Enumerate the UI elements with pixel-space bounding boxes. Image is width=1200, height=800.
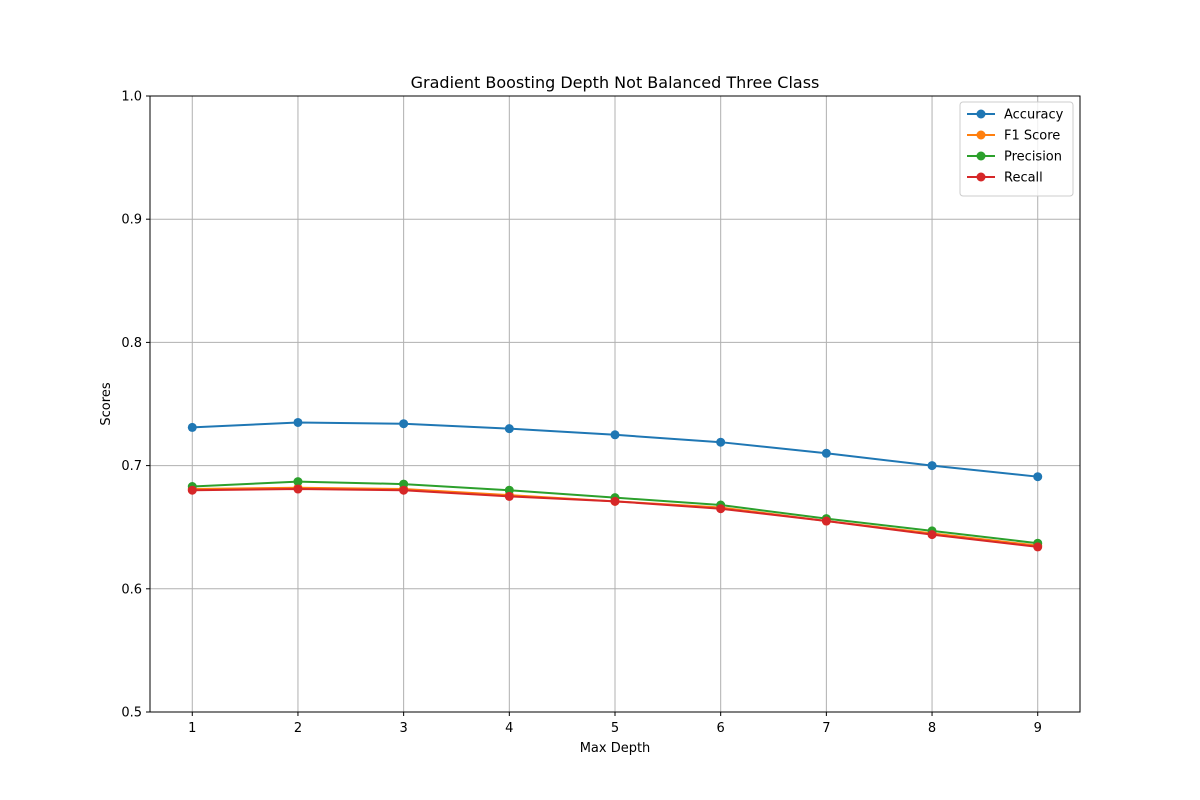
series-recall	[187, 484, 1043, 552]
y-axis: 0.5 0.6 0.7 0.8 0.9 1.0	[121, 90, 150, 721]
x-tick-label: 1	[188, 721, 196, 736]
accuracy-point	[1033, 472, 1043, 482]
x-tick-label: 2	[294, 721, 302, 736]
x-tick-label: 8	[928, 721, 936, 736]
x-tick-label: 5	[611, 721, 619, 736]
accuracy-point	[293, 417, 303, 427]
accuracy-point	[716, 437, 726, 447]
legend-label-accuracy: Accuracy	[1004, 108, 1064, 123]
legend-label-recall: Recall	[1004, 171, 1043, 186]
legend-marker-f1-score	[976, 130, 986, 140]
y-tick-label: 0.7	[121, 459, 142, 474]
accuracy-point	[821, 448, 831, 458]
precision-point	[293, 477, 303, 487]
accuracy-point	[504, 424, 514, 434]
precision-point	[399, 479, 409, 489]
series-accuracy	[187, 417, 1043, 482]
recall-point	[1033, 542, 1043, 552]
x-tick-label: 6	[717, 721, 725, 736]
y-tick-label: 0.8	[121, 336, 142, 351]
y-tick-label: 0.6	[121, 582, 142, 597]
recall-point	[293, 484, 303, 494]
recall-point	[610, 496, 620, 506]
chart-title: Gradient Boosting Depth Not Balanced Thr…	[411, 73, 820, 92]
legend-marker-recall	[976, 172, 986, 182]
y-tick-label: 0.9	[121, 213, 142, 228]
x-tick-label: 4	[505, 721, 513, 736]
legend-marker-precision	[976, 151, 986, 161]
recall-point	[821, 516, 831, 526]
recall-point	[504, 491, 514, 501]
legend-box	[959, 101, 1074, 197]
y-tick-label: 0.5	[121, 706, 142, 721]
legend-label-precision: Precision	[1004, 150, 1062, 165]
y-axis-label: Scores	[99, 382, 114, 425]
series-group	[187, 417, 1043, 552]
recall-point	[927, 530, 937, 540]
precision-point	[504, 485, 514, 495]
x-tick-label: 3	[399, 721, 407, 736]
legend: Accuracy F1 Score Precision Recall	[959, 101, 1074, 197]
recall-point	[187, 485, 197, 495]
x-axis: 1 2 3 4 5 6 7 8 9	[188, 712, 1042, 736]
y-tick-label: 1.0	[121, 90, 142, 105]
legend-marker-accuracy	[976, 109, 986, 119]
x-axis-label: Max Depth	[580, 741, 651, 756]
accuracy-point	[927, 461, 937, 471]
x-tick-label: 9	[1034, 721, 1042, 736]
accuracy-point	[187, 422, 197, 432]
legend-label-f1-score: F1 Score	[1004, 129, 1060, 144]
x-tick-label: 7	[822, 721, 830, 736]
accuracy-point	[399, 419, 409, 429]
accuracy-point	[610, 430, 620, 440]
recall-point	[399, 485, 409, 495]
recall-point	[716, 504, 726, 514]
